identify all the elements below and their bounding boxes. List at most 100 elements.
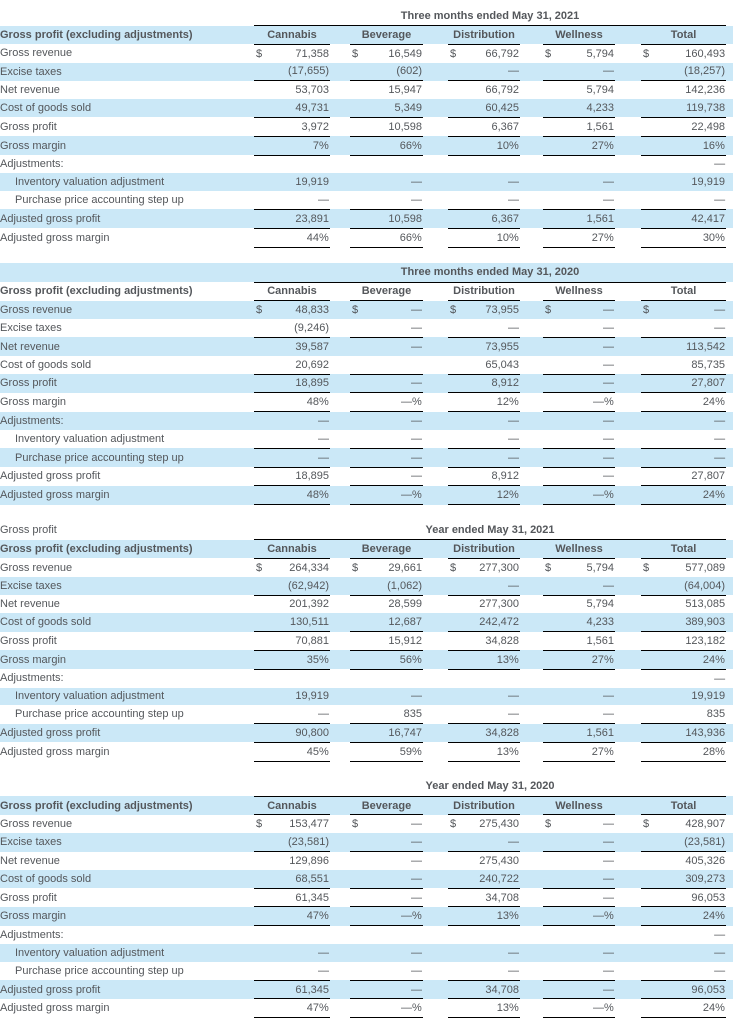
- value-cell: 24%: [641, 998, 727, 1018]
- cell-value: —: [411, 964, 422, 977]
- table-row: Adjustments: —: [0, 669, 733, 687]
- column-gap: [423, 319, 448, 337]
- value-cell-content: —: [254, 965, 330, 977]
- value-cell: 5,794: [543, 81, 615, 99]
- cell-value: (62,942): [288, 579, 329, 592]
- cell-value: —: [508, 579, 519, 592]
- cell-value: —: [714, 304, 726, 317]
- value-cell-content: 142,236: [641, 84, 726, 96]
- column-gap: [330, 209, 350, 228]
- value-cell-content: —: [254, 947, 330, 959]
- cell-value: 24: [702, 910, 716, 923]
- cell-value: 4,233: [586, 102, 614, 115]
- value-cell-content: 24%: [641, 910, 726, 922]
- value-cell-content: (17,655): [254, 65, 330, 77]
- value-cell: 44%: [254, 228, 330, 248]
- value-cell: —: [350, 173, 423, 191]
- value-cell-content: —: [641, 194, 726, 206]
- cell-value: 119,738: [686, 102, 726, 115]
- table-row: Net revenue 39,587 — 73,955 — 113,542: [0, 337, 733, 356]
- value-cell: 24%: [641, 485, 727, 506]
- dollar-sign: $: [643, 304, 650, 317]
- cell-value: 277,300: [479, 561, 519, 574]
- value-cell-content: —%: [350, 489, 423, 501]
- value-cell-content: —%: [350, 1002, 423, 1014]
- value-cell-content: 96,053: [641, 984, 726, 996]
- row-pad: [726, 6, 733, 26]
- value-cell: —: [543, 319, 615, 338]
- cell-value: —: [603, 322, 614, 335]
- column-gap: [330, 962, 350, 980]
- column-gap: [615, 209, 641, 228]
- row-label: Cost of goods sold: [0, 102, 92, 115]
- column-header-wellness: Wellness: [543, 25, 615, 45]
- value-cell: 66%: [350, 136, 423, 156]
- dollar-sign: $: [352, 47, 359, 60]
- column-gap: [330, 558, 350, 576]
- value-cell: —: [641, 669, 726, 687]
- column-gap: [520, 926, 543, 944]
- cell-value: —: [603, 708, 614, 721]
- value-cell-content: —: [350, 433, 423, 445]
- row-pad: [726, 833, 733, 851]
- value-cell: 34,708: [448, 980, 520, 1000]
- cell-value: 16,549: [388, 47, 422, 60]
- column-gap: [520, 301, 543, 319]
- value-cell-content: 39,587: [254, 341, 330, 353]
- row-pad: [726, 319, 733, 337]
- row-label: Inventory valuation adjustment: [15, 433, 165, 446]
- value-cell-content: 27%: [543, 140, 615, 152]
- table-row: Gross revenue $48,833 $ — $73,955 $ — $ —: [0, 300, 733, 320]
- value-cell-content: —: [350, 836, 423, 848]
- value-cell: 47%: [254, 998, 330, 1018]
- column-gap: [520, 44, 543, 62]
- value-cell: —: [641, 926, 726, 944]
- table-row: Gross profit 61,345 — 34,708 — 96,053: [0, 888, 733, 908]
- value-cell-content: 13%: [448, 654, 520, 666]
- cell-value: 71,358: [295, 47, 329, 60]
- value-cell-content: 60,425: [448, 102, 520, 114]
- column-header-row: Gross profit (excluding adjustments) Cann…: [0, 539, 733, 559]
- value-cell-content: 16,747: [350, 727, 423, 739]
- percent-sign: %: [509, 1002, 519, 1015]
- value-cell: (62,942): [254, 576, 330, 596]
- value-cell-content: 30%: [641, 232, 726, 244]
- value-cell: [254, 926, 330, 944]
- value-cell: —: [350, 961, 423, 981]
- table-row: Adjusted gross margin 45% 59% 13% 27% 28%: [0, 742, 733, 762]
- row-label: Excise taxes: [0, 579, 62, 592]
- value-cell-content: 10,598: [350, 213, 423, 225]
- cell-value: —: [411, 322, 422, 335]
- row-pad: [726, 669, 733, 687]
- value-cell: 56%: [350, 650, 423, 670]
- value-cell: —: [448, 688, 520, 706]
- column-gap: [520, 540, 543, 559]
- cell-value: 6,367: [491, 212, 519, 225]
- percent-sign: %: [412, 910, 422, 923]
- column-gap: [423, 486, 448, 505]
- percent-sign: %: [715, 396, 725, 409]
- row-pad: [726, 944, 733, 962]
- column-gap: [423, 558, 448, 576]
- cell-value: 1,561: [586, 635, 614, 647]
- row-pad: [726, 613, 733, 631]
- column-gap: [520, 907, 543, 926]
- cell-value: 49,731: [295, 102, 329, 115]
- cell-value: —: [411, 340, 422, 353]
- cell-value: 27: [591, 231, 604, 244]
- value-cell-content: —: [448, 65, 520, 77]
- column-gap: [615, 467, 641, 486]
- column-gap: [615, 228, 641, 247]
- cell-value: —: [508, 322, 519, 335]
- cell-value: —: [603, 891, 614, 904]
- column-gap: [423, 796, 448, 815]
- value-cell: —: [543, 467, 615, 487]
- value-cell-content: 22,498: [641, 121, 726, 133]
- value-cell: 28%: [641, 742, 727, 762]
- cell-value: 275,430: [479, 854, 519, 867]
- cell-value: —: [411, 451, 422, 464]
- value-cell-content: 7%: [254, 140, 330, 152]
- percent-sign: %: [412, 1002, 422, 1015]
- row-label: Adjustments:: [0, 414, 64, 427]
- value-cell: —: [448, 833, 520, 853]
